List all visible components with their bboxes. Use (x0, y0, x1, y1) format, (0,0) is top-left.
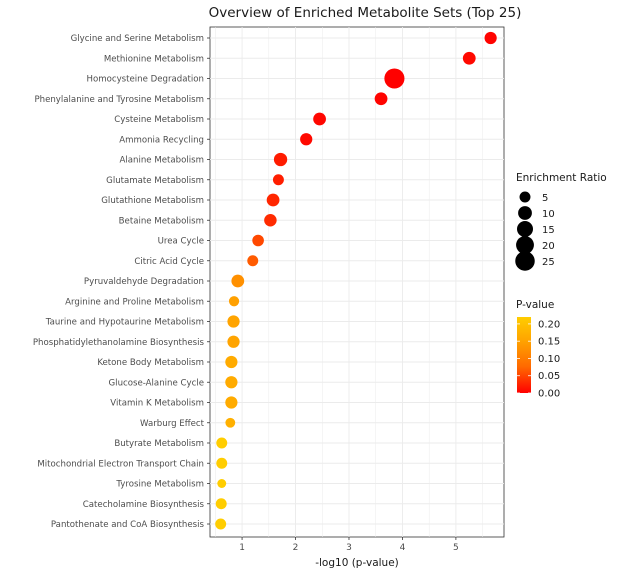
size-legend-label: 20 (542, 241, 555, 252)
x-tick-label: 5 (453, 543, 459, 553)
data-point (266, 193, 280, 207)
category-label: Urea Cycle (158, 237, 204, 247)
category-labels: Glycine and Serine Metabolism Methionine … (33, 34, 210, 530)
data-point (225, 376, 238, 389)
color-legend-label: 0.00 (538, 389, 560, 400)
category-label: Pyruvaldehyde Degradation (84, 277, 204, 287)
category-label: Citric Acid Cycle (134, 257, 204, 267)
category-label: Cysteine Metabolism (114, 115, 204, 125)
category-label: Vitamin K Metabolism (110, 399, 204, 409)
data-point (231, 274, 245, 288)
color-legend-label: 0.05 (538, 371, 560, 382)
data-point (227, 315, 240, 328)
category-label: Homocysteine Degradation (87, 75, 205, 85)
x-tick-label: 4 (400, 543, 406, 553)
chart-title: Overview of Enriched Metabolite Sets (To… (209, 5, 522, 21)
category-label: Butyrate Metabolism (114, 439, 204, 449)
color-legend-label: 0.10 (538, 354, 560, 365)
color-legend-title: P-value (516, 299, 554, 311)
size-legend-label: 5 (542, 193, 548, 204)
data-point (215, 498, 227, 510)
category-label: Taurine and Hypotaurine Metabolism (45, 318, 204, 328)
data-point (217, 479, 227, 488)
category-label: Warburg Effect (140, 419, 205, 429)
data-point (273, 152, 288, 167)
data-point (247, 255, 259, 267)
data-point (300, 133, 313, 146)
data-point (227, 335, 240, 348)
size-legend-label: 25 (542, 257, 555, 268)
x-tick-label: 3 (346, 543, 352, 553)
category-label: Catecholamine Biosynthesis (83, 500, 205, 510)
data-point (313, 112, 326, 126)
category-label: Phenylalanine and Tyrosine Metabolism (34, 95, 204, 105)
size-legend-dot (515, 251, 535, 271)
category-label: Tyrosine Metabolism (115, 480, 204, 490)
data-point (374, 92, 388, 106)
data-point (384, 68, 405, 89)
size-legend-dot (519, 191, 531, 203)
x-tick-label: 1 (239, 543, 245, 553)
data-point (216, 437, 228, 449)
size-legend-label: 10 (542, 209, 555, 220)
category-label: Pantothenate and CoA Biosynthesis (51, 520, 205, 530)
category-label: Phosphatidylethanolamine Biosynthesis (33, 338, 205, 348)
data-point (252, 234, 264, 247)
data-points (215, 31, 497, 530)
color-legend-label: 0.20 (538, 319, 560, 330)
color-legend: P-value 0.20 0.15 0.10 0.05 0.00 (516, 299, 560, 400)
plot-border (209, 26, 505, 538)
data-point (225, 396, 238, 409)
data-point (272, 174, 284, 186)
x-axis-title: -log10 (p-value) (315, 557, 399, 569)
color-bar (517, 317, 531, 393)
data-point (225, 355, 238, 369)
category-label: Betaine Metabolism (119, 216, 204, 226)
data-point (215, 518, 227, 530)
data-point (264, 214, 277, 227)
data-point (216, 457, 228, 469)
size-legend-title: Enrichment Ratio (516, 172, 607, 184)
category-label: Glycine and Serine Metabolism (71, 34, 204, 44)
category-label: Methionine Metabolism (104, 54, 204, 64)
size-legend-dot (518, 206, 532, 220)
category-label: Glutamate Metabolism (106, 176, 204, 186)
size-legend-dot (516, 236, 534, 254)
category-label: Glucose-Alanine Cycle (109, 378, 204, 388)
x-tick-label: 2 (293, 543, 299, 553)
category-label: Arginine and Proline Metabolism (65, 297, 204, 307)
data-point (484, 31, 497, 45)
data-point (225, 417, 236, 428)
color-legend-label: 0.15 (538, 337, 560, 348)
category-label: Alanine Metabolism (119, 156, 204, 166)
plot-panel (209, 26, 505, 538)
x-axis-ticks: 1 2 3 4 5 (239, 537, 459, 553)
data-point (228, 296, 240, 307)
category-label: Glutathione Metabolism (101, 196, 204, 206)
size-legend-dot (516, 220, 534, 238)
category-label: Ketone Body Metabolism (97, 358, 204, 368)
size-legend: Enrichment Ratio 5 10 15 20 25 (515, 172, 607, 271)
category-label: Mitochondrial Electron Transport Chain (37, 459, 204, 469)
grid-lines (210, 27, 504, 537)
category-label: Ammonia Recycling (119, 135, 204, 145)
data-point (462, 51, 476, 65)
size-legend-label: 15 (542, 225, 555, 236)
